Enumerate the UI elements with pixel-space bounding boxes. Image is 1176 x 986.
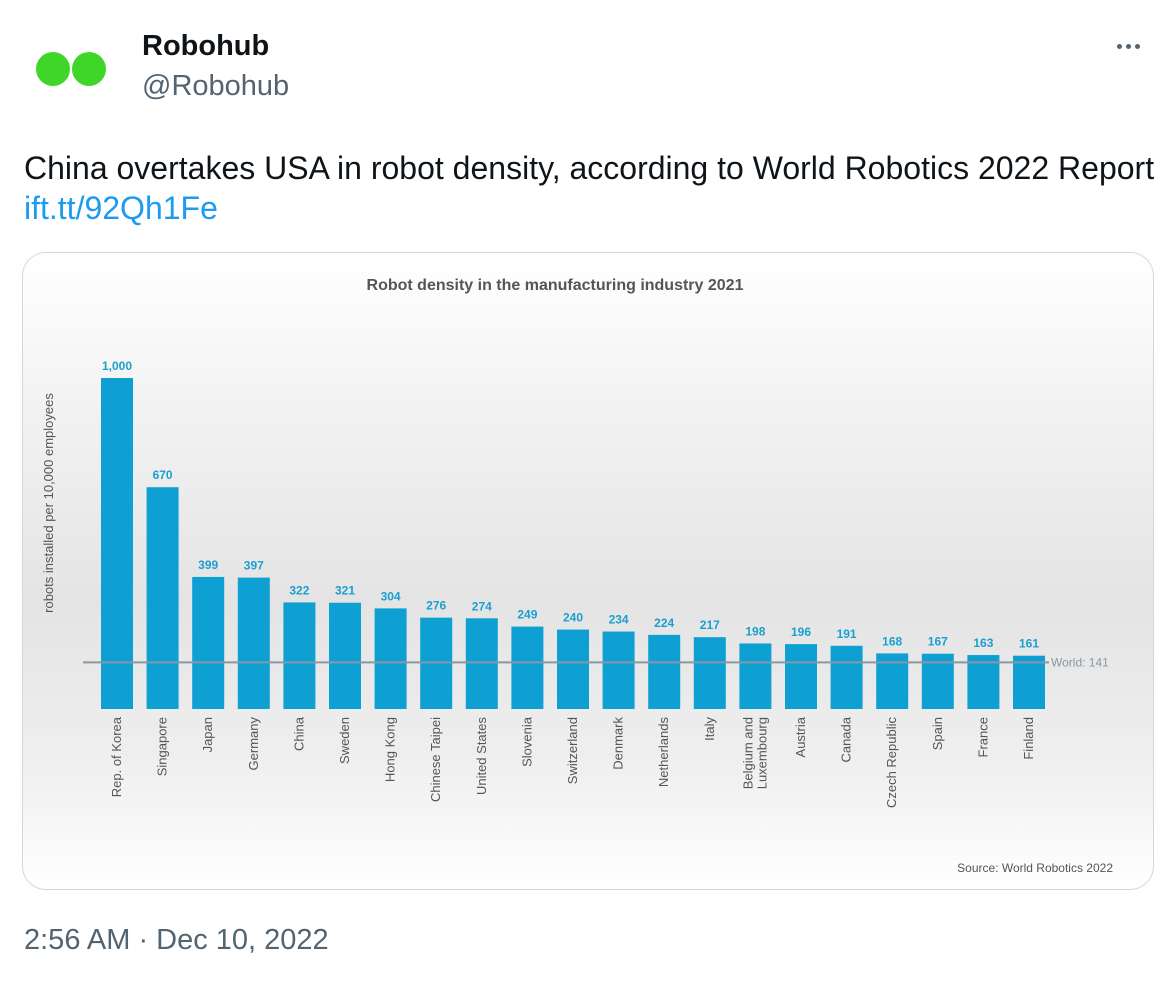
more-dot [1116, 43, 1122, 49]
display-name[interactable]: Robohub [142, 30, 270, 62]
chart-value-label: 399 [198, 558, 218, 572]
chart-category-label: Germany [246, 717, 261, 771]
chart-category-label: Spain [930, 717, 945, 750]
chart-category-label: Denmark [611, 717, 626, 770]
tweet-body: China overtakes USA in robot density, ac… [24, 150, 1155, 186]
chart-category-label: Austria [793, 716, 808, 757]
tweet-link[interactable]: ift.tt/92Qh1Fe [24, 190, 218, 226]
chart-value-label: 397 [244, 559, 264, 573]
chart-value-label: 322 [289, 583, 309, 597]
avatar[interactable] [22, 22, 118, 118]
tweet-media[interactable]: Robot density in the manufacturing indus… [22, 252, 1154, 890]
chart-category-label: Slovenia [519, 716, 534, 767]
avatar-dot-right [72, 52, 106, 86]
chart-bar [1013, 655, 1045, 709]
chart-bar [739, 643, 772, 709]
chart-category-label: Belgium andLuxembourg [740, 717, 769, 789]
tweet-text: China overtakes USA in robot density, ac… [24, 148, 1159, 228]
chart-bar [511, 626, 544, 709]
chart-category-label: Hong Kong [383, 717, 398, 782]
chart-category-label: Rep. of Korea [109, 716, 124, 797]
chart-value-label: 304 [381, 589, 401, 603]
chart-bar [465, 618, 498, 709]
chart-value-label: 234 [609, 613, 629, 627]
chart-value-label: 670 [153, 468, 173, 482]
robot-density-chart: Robot density in the manufacturing indus… [41, 277, 1113, 875]
chart-category-label: Chinese Taipei [428, 717, 443, 802]
chart-bar [374, 608, 407, 709]
chart-bar [192, 576, 225, 709]
chart-category-label: China [291, 716, 306, 751]
chart-category-label: Italy [702, 717, 717, 741]
chart-bar [785, 644, 817, 709]
chart-bar [648, 634, 681, 709]
chart-category-label: Czech Republic [884, 717, 899, 809]
chart-category-label: Sweden [337, 717, 352, 764]
chart-category-label: Switzerland [565, 717, 580, 784]
tweet-timestamp[interactable]: 2:56 AM · Dec 10, 2022 [24, 924, 329, 956]
chart-bar [967, 655, 1000, 709]
chart-bar [146, 487, 179, 709]
chart-category-label: France [975, 717, 990, 757]
chart-value-label: 1,000 [102, 359, 132, 373]
chart-value-label: 196 [791, 625, 811, 639]
chart-category-label: United States [474, 717, 489, 796]
chart-value-label: 240 [563, 611, 583, 625]
chart-bar [693, 637, 726, 709]
user-handle[interactable]: @Robohub [142, 70, 290, 102]
chart-bar [329, 602, 361, 709]
chart-category-label: Netherlands [656, 717, 671, 788]
chart-value-label: 276 [426, 599, 446, 613]
chart-value-label: 167 [928, 635, 948, 649]
chart-value-label: 249 [517, 608, 537, 622]
chart-category-label: Japan [200, 717, 215, 752]
world-average-label: World: 141 [1051, 655, 1109, 669]
chart-value-label: 163 [973, 636, 993, 650]
chart-title: Robot density in the manufacturing indus… [367, 277, 744, 294]
more-options-icon[interactable] [1108, 26, 1148, 66]
chart-value-label: 321 [335, 584, 355, 598]
chart-value-label: 191 [837, 627, 857, 641]
chart-source: Source: World Robotics 2022 [957, 861, 1113, 875]
more-dot [1125, 43, 1131, 49]
chart-bar [557, 629, 589, 709]
chart-category-label: Singapore [155, 717, 170, 776]
chart-value-label: 274 [472, 599, 492, 613]
chart-category-label: Canada [839, 716, 854, 762]
chart-bar [830, 645, 863, 709]
chart-value-label: 168 [882, 634, 902, 648]
chart-bar [237, 577, 270, 709]
chart-y-axis-label: robots installed per 10,000 employees [41, 393, 56, 613]
chart-value-label: 161 [1019, 637, 1039, 651]
chart-bar [283, 602, 316, 709]
chart-value-label: 198 [745, 624, 765, 638]
chart-value-label: 217 [700, 618, 720, 632]
avatar-dot-left [36, 52, 70, 86]
chart-bar [101, 378, 133, 709]
chart-bar [602, 631, 635, 709]
chart-category-label: Finland [1021, 717, 1036, 760]
more-dot [1134, 43, 1140, 49]
chart-value-label: 224 [654, 616, 674, 630]
